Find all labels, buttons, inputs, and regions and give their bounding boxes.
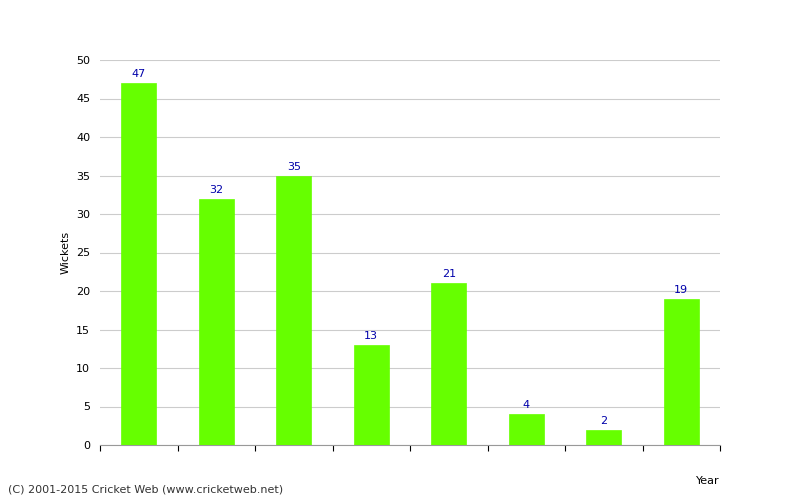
Bar	[122, 83, 156, 445]
Text: (C) 2001-2015 Cricket Web (www.cricketweb.net): (C) 2001-2015 Cricket Web (www.cricketwe…	[8, 485, 283, 495]
Bar	[431, 284, 466, 445]
Text: 13: 13	[364, 331, 378, 341]
Bar	[586, 430, 621, 445]
Text: 4: 4	[522, 400, 530, 410]
Bar	[354, 345, 389, 445]
Y-axis label: Wickets: Wickets	[61, 231, 70, 274]
Bar	[199, 198, 234, 445]
Text: 32: 32	[209, 184, 223, 194]
Bar	[509, 414, 544, 445]
Text: Year: Year	[696, 476, 720, 486]
Text: 19: 19	[674, 285, 688, 295]
Text: 2: 2	[600, 416, 607, 426]
Bar	[276, 176, 311, 445]
Bar	[664, 298, 698, 445]
Text: 35: 35	[286, 162, 301, 172]
Text: 47: 47	[132, 69, 146, 79]
Text: 21: 21	[442, 270, 456, 280]
